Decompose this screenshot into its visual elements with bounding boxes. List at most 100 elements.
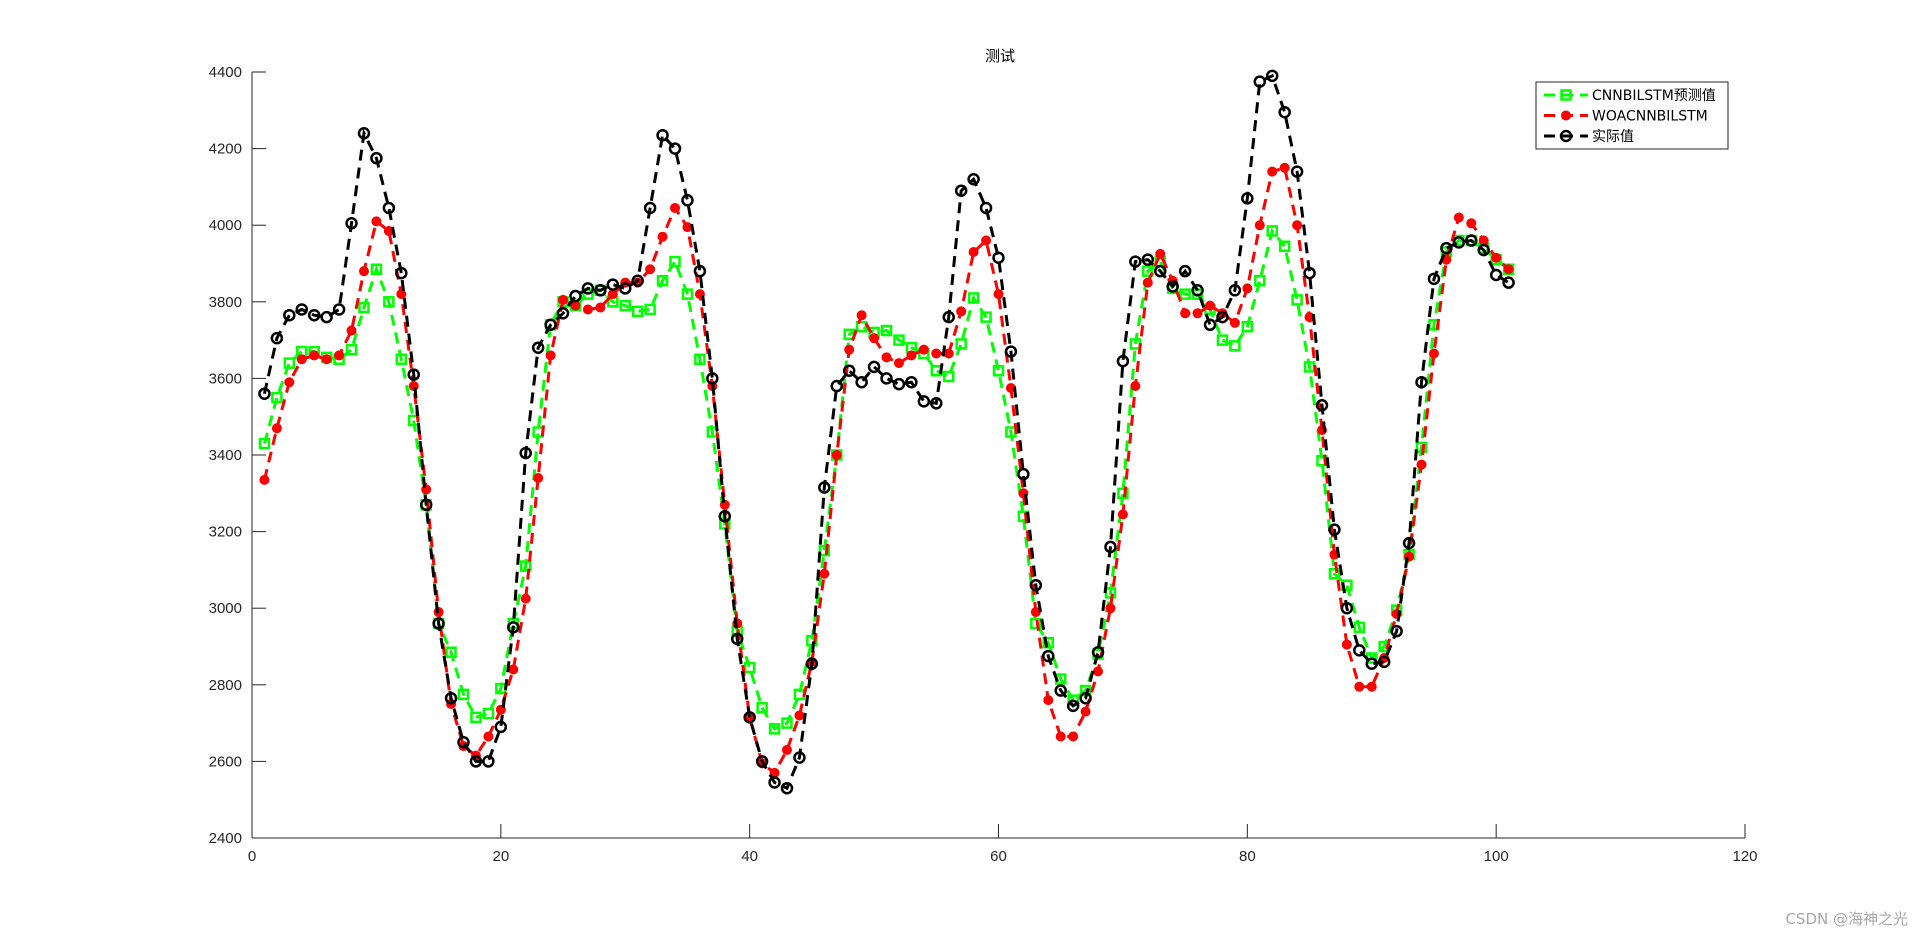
data-point	[1080, 706, 1091, 717]
data-point	[357, 127, 371, 140]
data-point	[980, 311, 992, 323]
series-1	[259, 162, 1514, 778]
data-point	[1341, 639, 1352, 650]
data-point	[271, 391, 283, 404]
data-point	[619, 282, 632, 295]
data-point	[283, 308, 296, 322]
data-point	[1179, 288, 1191, 300]
data-point	[768, 776, 781, 789]
data-point	[781, 744, 792, 755]
data-point	[818, 545, 831, 557]
data-point	[519, 560, 532, 572]
data-point	[519, 446, 532, 460]
data-point	[544, 318, 557, 332]
data-point	[869, 333, 880, 344]
data-point	[706, 372, 719, 385]
data-point	[880, 324, 893, 337]
data-point	[1265, 69, 1279, 83]
data-point	[805, 657, 819, 670]
data-point	[1489, 268, 1503, 282]
y-tick-label: 3400	[209, 447, 242, 464]
data-point	[1116, 354, 1130, 368]
data-point	[1004, 345, 1018, 358]
data-point	[606, 278, 620, 291]
data-point	[1353, 621, 1366, 634]
data-point	[893, 334, 905, 346]
data-point	[345, 217, 358, 230]
data-point	[1278, 240, 1291, 253]
data-point	[1178, 264, 1192, 278]
data-point	[656, 274, 669, 287]
data-point	[954, 184, 968, 197]
data-point	[967, 172, 980, 186]
data-point	[457, 736, 470, 749]
series-2	[258, 69, 1515, 795]
data-point	[1303, 266, 1316, 280]
data-point	[1253, 75, 1267, 88]
y-tick-label: 3600	[209, 370, 242, 387]
data-point	[309, 350, 320, 361]
data-point	[1030, 617, 1042, 630]
data-point	[644, 303, 656, 316]
data-point	[395, 353, 408, 365]
watermark: CSDN @海神之光	[1785, 910, 1908, 928]
data-point	[1042, 649, 1055, 663]
legend-label: WOACNNBILSTM	[1592, 109, 1708, 125]
data-point	[1416, 459, 1427, 470]
data-point	[508, 664, 519, 675]
data-point	[1166, 280, 1179, 293]
y-tick-label: 3200	[209, 524, 242, 541]
data-point	[1205, 300, 1216, 311]
series-line	[262, 227, 1510, 731]
data-point	[831, 450, 842, 460]
y-tick-label: 3800	[209, 294, 242, 311]
legend-label: CNNBILSTM预测值	[1592, 88, 1716, 104]
data-point	[358, 301, 370, 314]
data-point	[1328, 523, 1341, 536]
data-point	[1353, 644, 1366, 657]
data-point	[1477, 243, 1490, 257]
data-point	[1390, 624, 1403, 638]
data-point	[1191, 284, 1204, 297]
data-point	[444, 691, 458, 705]
data-point	[370, 263, 383, 275]
data-point	[1091, 645, 1105, 659]
data-point	[558, 294, 569, 305]
data-point	[1290, 165, 1304, 178]
data-point	[271, 423, 282, 434]
data-point	[295, 303, 309, 316]
data-point	[1017, 467, 1030, 481]
data-point	[1192, 308, 1203, 319]
data-point	[1241, 320, 1254, 333]
data-point	[345, 343, 358, 356]
data-point	[520, 593, 531, 604]
data-point	[1465, 234, 1478, 247]
data-point	[905, 375, 918, 389]
data-point	[1229, 340, 1241, 352]
data-point	[469, 755, 483, 768]
data-point	[1129, 255, 1142, 268]
data-point	[743, 711, 756, 724]
x-tick-label: 20	[492, 848, 509, 865]
data-point	[918, 344, 929, 355]
data-point	[531, 341, 545, 355]
data-point	[881, 352, 892, 363]
data-point	[681, 288, 694, 300]
data-point	[1068, 731, 1079, 742]
data-point	[1427, 272, 1441, 286]
data-point	[993, 289, 1004, 300]
data-point	[419, 498, 433, 512]
legend: CNNBILSTM预测值 WOACNNBILSTM 实际值	[1535, 81, 1729, 150]
data-point	[1155, 248, 1166, 259]
data-point	[631, 274, 644, 287]
data-point	[1242, 283, 1253, 294]
y-tick-label: 2600	[209, 753, 242, 770]
data-point	[1254, 274, 1266, 287]
data-point	[917, 395, 931, 408]
data-point	[867, 360, 881, 374]
data-point	[556, 307, 570, 320]
data-point	[979, 201, 993, 215]
data-point	[1354, 681, 1365, 692]
x-tick-label: 80	[1239, 848, 1256, 865]
